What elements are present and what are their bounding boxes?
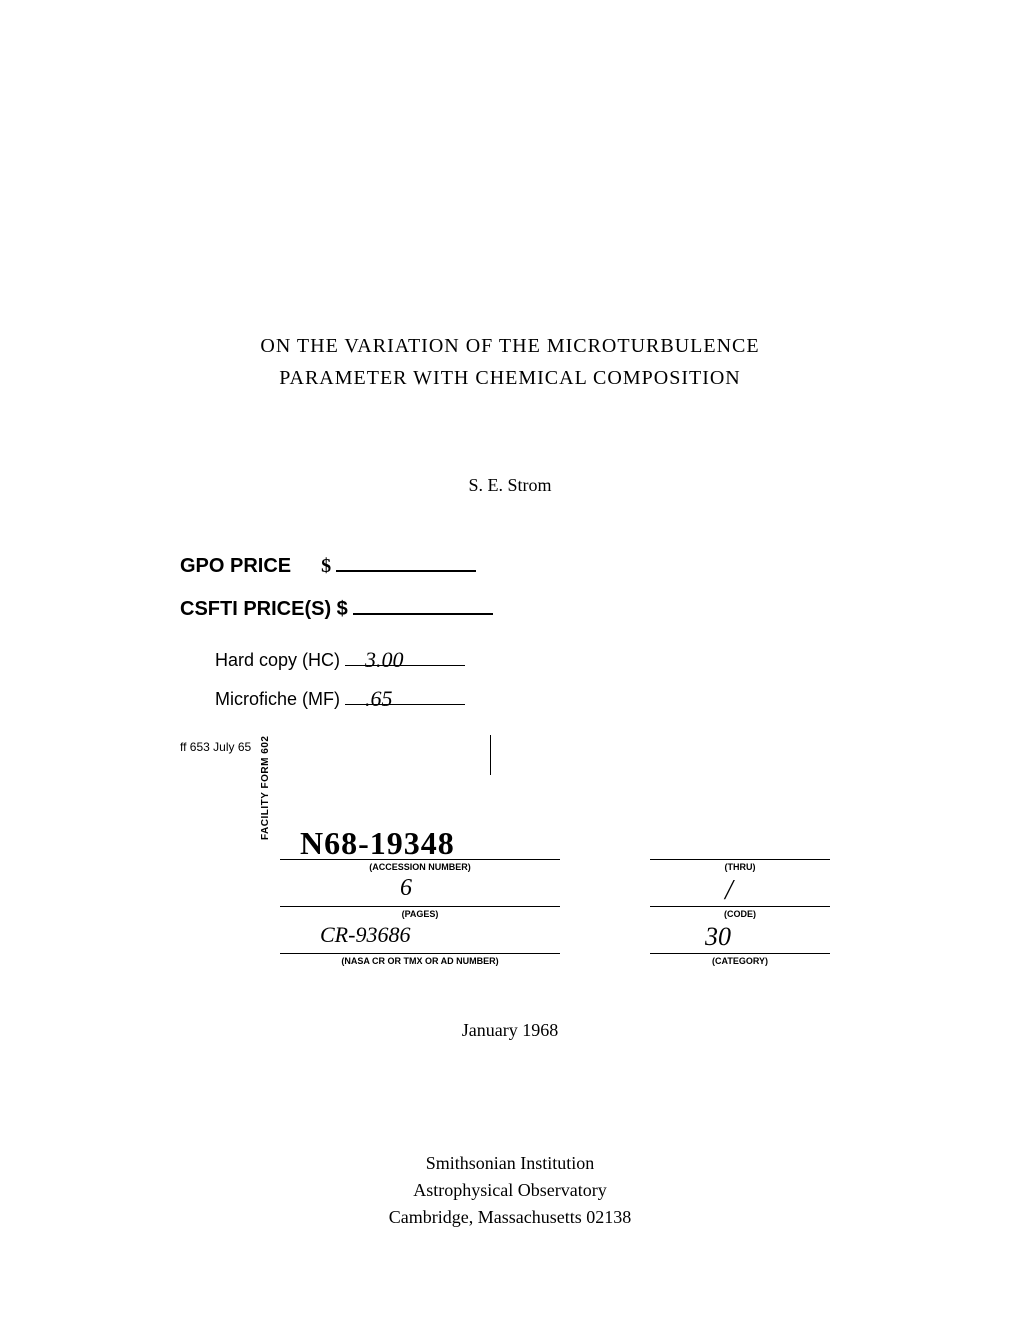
nasa-value: CR-93686 (320, 922, 410, 948)
date: January 1968 (0, 1020, 1020, 1041)
form-row-3: CR-93686 (NASA CR OR TMX OR AD NUMBER) 3… (280, 924, 830, 966)
pages-underline: 6 (280, 877, 560, 907)
category-value: 30 (705, 922, 731, 952)
category-sublabel: (CATEGORY) (650, 956, 830, 966)
price-block: GPO PRICE $ CSFTI PRICE(S) $ (180, 555, 493, 641)
separator-line (490, 735, 491, 775)
csfti-price-line (353, 613, 493, 615)
hard-copy-label: Hard copy (HC) (215, 650, 340, 671)
csfti-price-label: CSFTI PRICE(S) $ (180, 598, 348, 621)
institution-line-1: Smithsonian Institution (0, 1150, 1020, 1177)
gpo-price-line (336, 570, 476, 572)
copy-block: Hard copy (HC) 3.00 Microfiche (MF) .65 (215, 650, 465, 728)
accession-number: N68-19348 (300, 825, 455, 862)
microfiche-value: .65 (365, 686, 393, 712)
form-row-2: 6 (PAGES) / (CODE) (280, 877, 830, 919)
nasa-sublabel: (NASA CR OR TMX OR AD NUMBER) (280, 956, 560, 966)
institution-line-3: Cambridge, Massachusetts 02138 (0, 1204, 1020, 1231)
microfiche-row: Microfiche (MF) .65 (215, 689, 465, 710)
author: S. E. Strom (0, 475, 1020, 496)
microfiche-label: Microfiche (MF) (215, 689, 340, 710)
hard-copy-row: Hard copy (HC) 3.00 (215, 650, 465, 671)
hard-copy-value: 3.00 (365, 647, 404, 673)
code-value: / (725, 875, 733, 907)
microfiche-line: .65 (345, 704, 465, 705)
title-line-1: ON THE VARIATION OF THE MICROTURBULENCE (0, 330, 1020, 362)
code-underline: / (650, 877, 830, 907)
csfti-price-row: CSFTI PRICE(S) $ (180, 598, 493, 621)
title-line-2: PARAMETER WITH CHEMICAL COMPOSITION (0, 362, 1020, 394)
pages-cell: 6 (PAGES) (280, 877, 560, 919)
gpo-price-row: GPO PRICE $ (180, 555, 493, 578)
accession-sublabel: (ACCESSION NUMBER) (280, 862, 560, 872)
pages-value: 6 (400, 875, 412, 902)
title-block: ON THE VARIATION OF THE MICROTURBULENCE … (0, 330, 1020, 394)
institution-block: Smithsonian Institution Astrophysical Ob… (0, 1150, 1020, 1231)
nasa-cell: CR-93686 (NASA CR OR TMX OR AD NUMBER) (280, 924, 560, 966)
gpo-dollar: $ (321, 555, 331, 578)
category-cell: 30 (CATEGORY) (650, 924, 830, 966)
accession-underline: N68-19348 (280, 830, 560, 860)
nasa-underline: CR-93686 (280, 924, 560, 954)
code-cell: / (CODE) (650, 877, 830, 919)
facility-form: FACILITY FORM 602 N68-19348 (ACCESSION N… (280, 830, 830, 971)
form-row-1: N68-19348 (ACCESSION NUMBER) (THRU) (280, 830, 830, 872)
ff-note: ff 653 July 65 (180, 740, 251, 754)
institution-line-2: Astrophysical Observatory (0, 1177, 1020, 1204)
hard-copy-line: 3.00 (345, 665, 465, 666)
thru-sublabel: (THRU) (650, 862, 830, 872)
category-underline: 30 (650, 924, 830, 954)
pages-sublabel: (PAGES) (280, 909, 560, 919)
form-vertical-label: FACILITY FORM 602 (260, 736, 271, 840)
thru-underline (650, 830, 830, 860)
accession-cell: N68-19348 (ACCESSION NUMBER) (280, 830, 560, 872)
thru-cell: (THRU) (650, 830, 830, 872)
gpo-price-label: GPO PRICE (180, 555, 291, 578)
code-sublabel: (CODE) (650, 909, 830, 919)
